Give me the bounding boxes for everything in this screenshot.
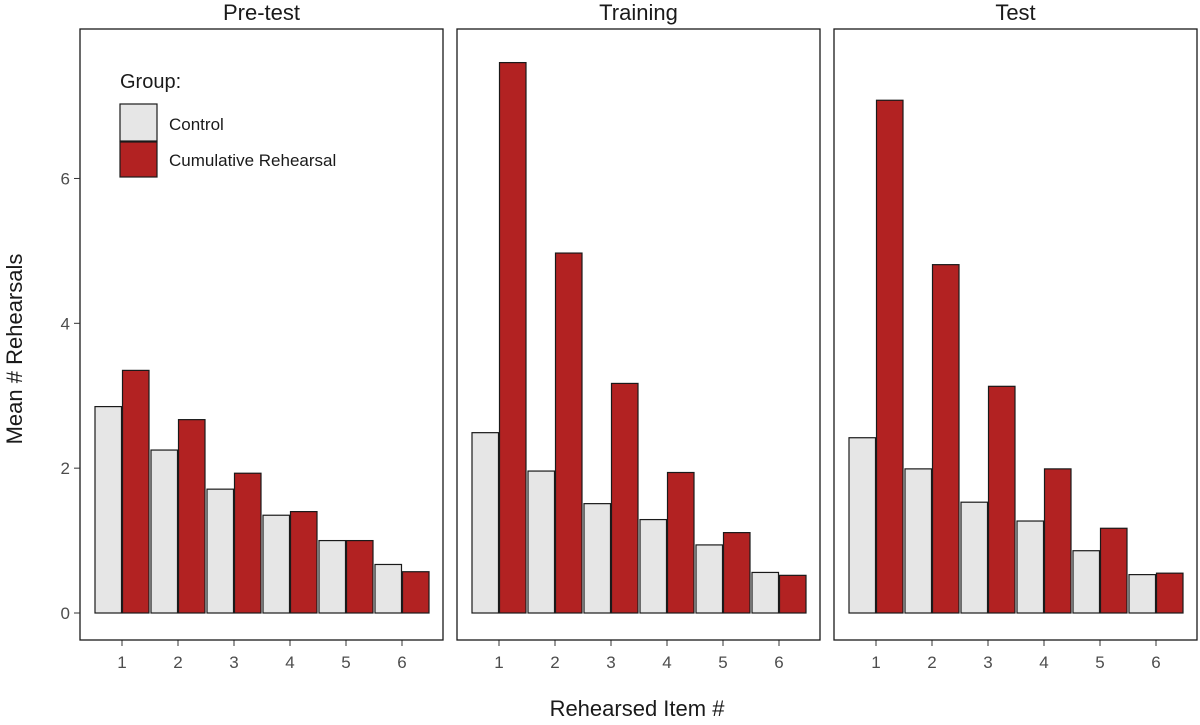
bar-cumulative (121, 369, 150, 614)
legend-swatch-control (119, 103, 158, 142)
bar-control (1128, 574, 1157, 614)
panel-border (79, 28, 444, 641)
x-tick-label: 6 (1151, 653, 1160, 672)
bar-control (848, 437, 877, 614)
bar-cumulative (987, 385, 1016, 614)
bar-control (527, 470, 556, 614)
bar-cumulative (931, 264, 960, 614)
x-tick-label: 1 (871, 653, 880, 672)
y-tick-label: 0 (61, 604, 70, 623)
bar-control (318, 539, 347, 614)
x-tick-label: 2 (550, 653, 559, 672)
x-tick-label: 1 (117, 653, 126, 672)
y-tick-label: 6 (61, 169, 70, 188)
x-tick-label: 2 (173, 653, 182, 672)
x-axis-title: Rehearsed Item # (550, 696, 726, 721)
bar-control (583, 503, 612, 614)
bar-cumulative (1043, 468, 1072, 614)
facet-title: Training (599, 0, 678, 25)
panel-border (456, 28, 821, 641)
bar-control (150, 449, 179, 614)
x-tick-label: 3 (229, 653, 238, 672)
panel-training: Training 1 2 3 4 5 6 (456, 0, 821, 672)
panel-pre-test: Pre-test 1 2 3 4 5 6 (79, 0, 444, 672)
panels-layer: Pre-test 1 2 3 4 5 6 Training 1 2 3 4 5 6 Test 1 2 3 4 5 6 (79, 0, 1198, 672)
bar-control (374, 563, 403, 614)
bar-control (1016, 520, 1045, 614)
bar-control (1072, 550, 1101, 614)
bar-cumulative (345, 539, 374, 614)
panel-border (833, 28, 1198, 641)
x-tick-label: 5 (718, 653, 727, 672)
y-tick-label: 4 (61, 314, 70, 333)
bar-control (904, 468, 933, 614)
bar-cumulative (554, 252, 583, 614)
bar-cumulative (778, 574, 807, 614)
bar-cumulative (666, 471, 695, 614)
legend-label-cumulative: Cumulative Rehearsal (169, 151, 336, 170)
x-tick-label: 3 (983, 653, 992, 672)
bar-cumulative (498, 61, 527, 614)
bar-control (695, 544, 724, 614)
bar-cumulative (233, 472, 262, 614)
bar-cumulative (610, 382, 639, 614)
y-tick-label: 2 (61, 459, 70, 478)
legend-swatch-cumulative (119, 141, 158, 178)
x-tick-label: 4 (1039, 653, 1048, 672)
bar-control (206, 488, 235, 614)
facet-title: Test (995, 0, 1035, 25)
x-tick-label: 1 (494, 653, 503, 672)
bar-cumulative (177, 419, 206, 614)
bar-control (94, 405, 123, 614)
bar-control (471, 432, 500, 614)
bar-cumulative (401, 571, 430, 614)
bar-control (639, 518, 668, 614)
bar-control (751, 571, 780, 614)
panel-test: Test 1 2 3 4 5 6 (833, 0, 1198, 672)
legend: Group: Control Cumulative Rehearsal (119, 71, 336, 178)
y-axis-title: Mean # Rehearsals (2, 254, 27, 445)
bar-control (262, 514, 291, 614)
x-tick-label: 6 (774, 653, 783, 672)
x-tick-label: 4 (285, 653, 294, 672)
x-tick-label: 3 (606, 653, 615, 672)
bar-cumulative (289, 511, 318, 614)
x-tick-label: 2 (927, 653, 936, 672)
x-tick-label: 5 (341, 653, 350, 672)
x-tick-label: 4 (662, 653, 671, 672)
x-tick-label: 6 (397, 653, 406, 672)
x-tick-label: 5 (1095, 653, 1104, 672)
legend-label-control: Control (169, 115, 224, 134)
bar-control (960, 501, 989, 614)
bar-cumulative (1155, 572, 1184, 614)
facet-title: Pre-test (223, 0, 300, 25)
legend-title: Group: (120, 71, 181, 93)
bar-cumulative (875, 99, 904, 614)
bar-cumulative (722, 532, 751, 614)
bar-cumulative (1099, 527, 1128, 614)
y-axis: 0 2 4 6 (61, 169, 80, 623)
